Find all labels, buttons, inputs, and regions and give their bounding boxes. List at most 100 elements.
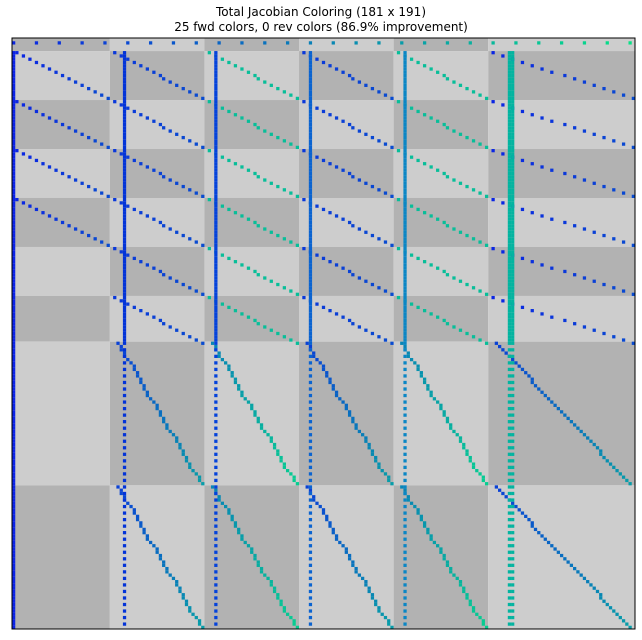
heatmap-cell <box>403 393 407 398</box>
heatmap-cell <box>214 230 218 234</box>
heatmap-cell <box>122 602 127 607</box>
heatmap-cell <box>214 106 218 110</box>
heatmap-cell <box>308 354 313 358</box>
heatmap-cell <box>524 514 528 518</box>
heatmap-cell <box>377 609 381 613</box>
heatmap-cell <box>285 612 290 616</box>
heatmap-cell <box>511 357 515 362</box>
heatmap-cell <box>12 426 16 430</box>
heatmap-cell <box>135 371 140 375</box>
heatmap-cell <box>511 263 515 267</box>
heatmap-cell <box>511 100 515 104</box>
heatmap-cell <box>28 204 32 208</box>
heatmap-cell <box>605 41 609 45</box>
heatmap-cell <box>12 119 16 123</box>
heatmap-cell <box>504 495 508 499</box>
heatmap-cell <box>403 622 407 626</box>
heatmap-cell <box>517 364 521 368</box>
heatmap-cell <box>308 282 313 287</box>
heatmap-cell <box>256 77 260 81</box>
heatmap-cell <box>224 504 228 509</box>
heatmap-cell <box>341 119 345 123</box>
heatmap-cell <box>148 540 153 545</box>
heatmap-cell <box>12 237 16 241</box>
heatmap-cell <box>344 406 348 411</box>
heatmap-cell <box>612 609 616 613</box>
heatmap-cell <box>12 619 16 623</box>
heatmap-cell <box>12 367 16 372</box>
heatmap-cell <box>214 517 218 522</box>
heatmap-cell <box>445 273 450 277</box>
heatmap-cell <box>214 162 218 166</box>
heatmap-cell <box>12 459 16 463</box>
heatmap-cell <box>416 511 420 515</box>
heatmap-cell <box>543 537 547 541</box>
heatmap-cell <box>12 547 16 551</box>
heatmap-cell <box>12 224 16 228</box>
heatmap-cell <box>631 145 635 150</box>
heatmap-cell <box>126 253 130 257</box>
heatmap-cell <box>233 162 238 166</box>
heatmap-cell <box>403 273 407 277</box>
heatmap-cell <box>122 596 127 600</box>
heatmap-cell <box>214 550 218 554</box>
heatmap-cell <box>409 57 414 61</box>
heatmap-cell <box>93 188 97 192</box>
heatmap-cell <box>132 511 136 515</box>
heatmap-cell <box>403 511 407 515</box>
heatmap-cell <box>308 165 313 169</box>
heatmap-cell <box>331 387 335 391</box>
heatmap-cell <box>122 126 127 130</box>
heatmap-cell <box>354 566 358 571</box>
heatmap-cell <box>501 152 505 156</box>
heatmap-cell <box>214 563 218 567</box>
heatmap-cell <box>122 145 127 150</box>
heatmap-cell <box>511 162 515 166</box>
heatmap-cell <box>511 73 515 78</box>
heatmap-cell <box>334 165 339 169</box>
heatmap-cell <box>403 246 407 251</box>
heatmap-cell <box>214 491 218 496</box>
heatmap-cell <box>263 573 267 577</box>
heatmap-cell <box>507 73 512 78</box>
heatmap-cell <box>246 315 251 319</box>
heatmap-cell <box>227 364 231 368</box>
heatmap-cell <box>507 149 512 153</box>
heatmap-cell <box>511 380 515 385</box>
heatmap-cell <box>162 322 166 326</box>
heatmap-cell <box>403 119 407 123</box>
heatmap-cell <box>308 201 313 205</box>
heatmap-cell <box>227 256 231 261</box>
heatmap-cell <box>302 197 306 202</box>
heatmap-cell <box>507 524 512 528</box>
heatmap-cell <box>12 508 16 512</box>
heatmap-cell <box>122 325 127 329</box>
heatmap-cell <box>282 609 286 613</box>
heatmap-cell <box>289 289 293 293</box>
heatmap-cell <box>253 220 257 225</box>
heatmap-cell <box>351 175 355 179</box>
heatmap-cell <box>122 162 127 166</box>
heatmap-cell <box>465 86 469 91</box>
heatmap-cell <box>403 188 407 192</box>
heatmap-cell <box>12 416 16 421</box>
heatmap-cell <box>12 93 16 97</box>
heatmap-cell <box>491 197 495 202</box>
heatmap-cell <box>357 80 362 84</box>
heatmap-cell <box>439 547 443 551</box>
heatmap-cell <box>455 576 459 581</box>
heatmap-cell <box>126 106 130 110</box>
heatmap-cell <box>511 537 515 541</box>
heatmap-cell <box>152 315 156 319</box>
heatmap-cell <box>403 341 407 345</box>
heatmap-cell <box>308 54 313 58</box>
heatmap-cell <box>12 429 16 434</box>
heatmap-cell <box>347 122 352 127</box>
heatmap-cell <box>550 70 554 74</box>
heatmap-cell <box>452 178 456 182</box>
heatmap-cell <box>507 596 512 600</box>
heatmap-cell <box>214 70 218 74</box>
heatmap-cell <box>511 563 515 567</box>
heatmap-cell <box>511 171 515 176</box>
heatmap-cell <box>507 318 512 323</box>
